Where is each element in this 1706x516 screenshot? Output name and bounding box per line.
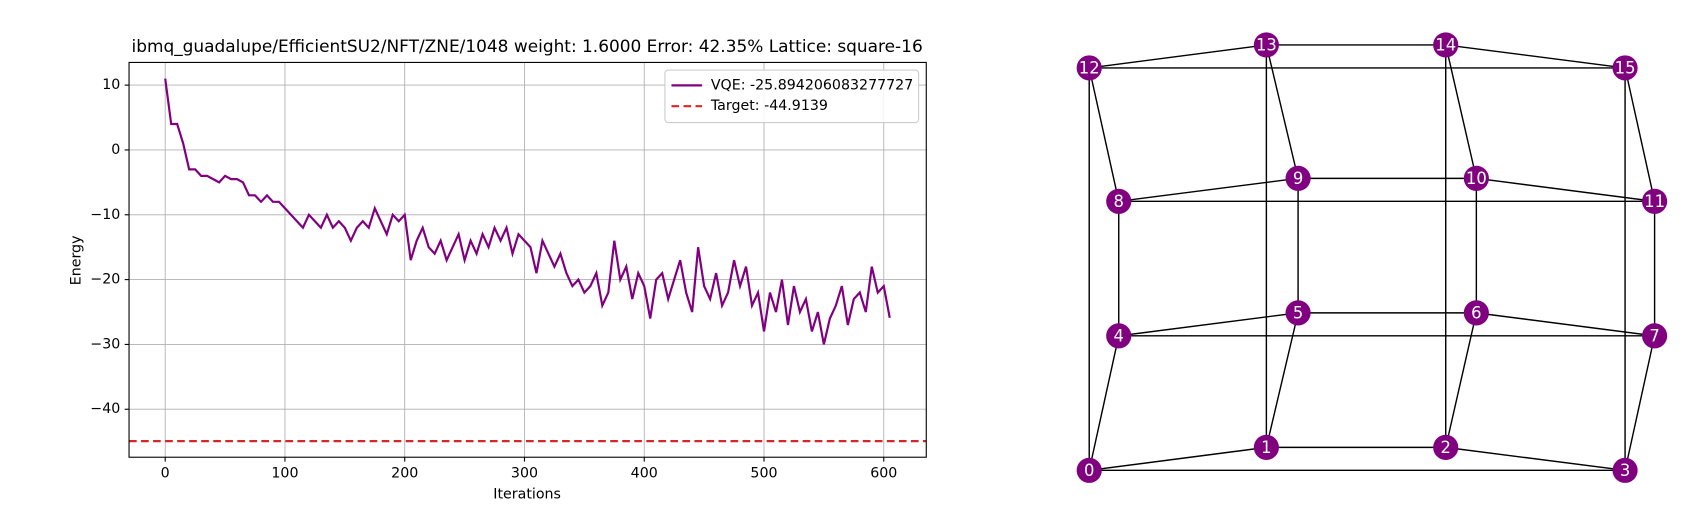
- lattice-node-label: 1: [1261, 438, 1271, 457]
- lattice-node-label: 9: [1293, 169, 1303, 188]
- chart-title: ibmq_guadalupe/EfficientSU2/NFT/ZNE/1048…: [131, 36, 922, 57]
- lattice-node: [1076, 55, 1102, 81]
- lattice-edge: [1624, 335, 1656, 471]
- lattice-node: [1106, 188, 1132, 214]
- lattice-edge: [1265, 44, 1299, 179]
- plot-frame: [128, 61, 927, 458]
- lattice-node-label: 10: [1466, 169, 1487, 188]
- lattice-edge: [1088, 67, 1120, 202]
- lattice-node-label: 6: [1471, 303, 1481, 322]
- lattice-node-label: 15: [1615, 58, 1636, 77]
- x-tick-label: 500: [750, 466, 777, 482]
- lattice-node: [1612, 55, 1638, 81]
- lattice-edge: [1118, 312, 1299, 337]
- y-tick-label: −40: [90, 401, 120, 417]
- lattice-node-label: 13: [1256, 36, 1277, 55]
- lattice-node: [1285, 300, 1311, 326]
- lattice-edge: [1088, 335, 1120, 471]
- lattice-node: [1253, 434, 1279, 460]
- lattice-node-label: 14: [1435, 36, 1456, 55]
- lattice-node-label: 8: [1114, 192, 1124, 211]
- lattice-node: [1433, 32, 1459, 58]
- lattice-edge: [1089, 446, 1267, 472]
- lattice-edge: [1445, 44, 1626, 69]
- lattice-node-label: 11: [1644, 192, 1665, 211]
- x-tick-label: 200: [391, 466, 418, 482]
- y-tick-label: −10: [90, 207, 120, 223]
- x-tick-label: 600: [870, 466, 897, 482]
- lattice-node: [1106, 323, 1132, 349]
- x-tick-label: 100: [271, 466, 298, 482]
- lattice-edge: [1118, 177, 1299, 203]
- lattice-node: [1642, 323, 1668, 349]
- lattice-node-label: 7: [1649, 326, 1659, 345]
- y-axis-label: Energy: [69, 236, 85, 286]
- lattice-node-label: 0: [1084, 461, 1094, 480]
- lattice-node: [1285, 165, 1311, 191]
- lattice-node: [1463, 300, 1489, 326]
- legend-label: VQE: -25.894206083277727: [711, 77, 913, 93]
- x-axis-label: Iterations: [493, 486, 561, 502]
- lattice-node: [1076, 457, 1102, 483]
- y-tick-label: 0: [111, 142, 120, 158]
- legend-label: Target: -44.9139: [710, 98, 828, 114]
- lattice-edge: [1445, 44, 1478, 179]
- lattice-node-label: 12: [1079, 58, 1100, 77]
- y-tick-label: −30: [90, 336, 120, 352]
- lattice-node: [1253, 32, 1279, 58]
- x-tick-label: 300: [511, 466, 538, 482]
- lattice-node-label: 3: [1620, 461, 1630, 480]
- lattice-edge: [1445, 446, 1626, 472]
- lattice-node: [1612, 457, 1638, 483]
- x-tick-label: 0: [161, 466, 170, 482]
- x-tick-label: 400: [631, 466, 658, 482]
- lattice-node: [1433, 434, 1459, 460]
- lattice-node: [1463, 165, 1489, 191]
- lattice-node-label: 5: [1293, 303, 1303, 322]
- lattice-node: [1642, 188, 1668, 214]
- lattice-node-label: 4: [1114, 326, 1124, 345]
- lattice-edge: [1624, 67, 1656, 202]
- legend-box: [664, 69, 920, 124]
- line-series: [164, 78, 891, 345]
- lattice-node-label: 2: [1441, 438, 1451, 457]
- lattice-edge: [1089, 44, 1267, 69]
- y-tick-label: 10: [102, 77, 120, 93]
- y-tick-label: −20: [90, 272, 120, 288]
